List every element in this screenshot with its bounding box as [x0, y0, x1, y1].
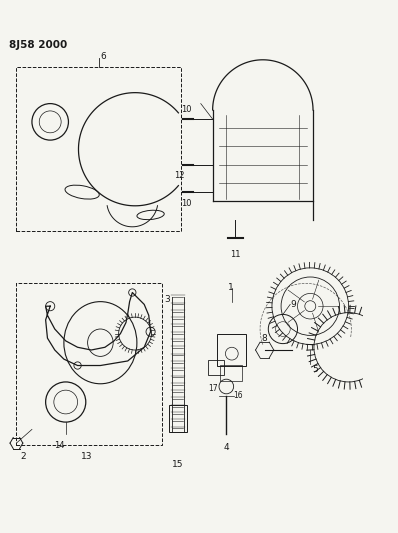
Text: 14: 14	[54, 441, 64, 450]
Text: 16: 16	[233, 391, 242, 400]
Bar	[16, 67, 181, 231]
Text: 8J58 2000: 8J58 2000	[9, 40, 67, 50]
Text: 10: 10	[181, 106, 191, 115]
Text: 4: 4	[224, 443, 229, 452]
Bar	[169, 405, 187, 432]
Text: 12: 12	[174, 171, 184, 180]
Text: 15: 15	[172, 459, 184, 469]
Text: 6: 6	[100, 52, 106, 61]
Bar	[208, 360, 224, 375]
Text: 1: 1	[228, 284, 234, 293]
Text: 9: 9	[290, 300, 296, 309]
Bar	[217, 334, 246, 366]
Text: 17: 17	[208, 384, 218, 393]
Text: 10: 10	[181, 198, 191, 207]
Bar	[220, 365, 242, 381]
Text: 5: 5	[312, 365, 318, 374]
Text: 2: 2	[20, 452, 25, 461]
Text: 13: 13	[81, 452, 92, 461]
Text: 3: 3	[164, 295, 170, 304]
Bar	[16, 284, 162, 445]
Text: 8: 8	[262, 334, 267, 343]
Text: 11: 11	[230, 249, 241, 259]
